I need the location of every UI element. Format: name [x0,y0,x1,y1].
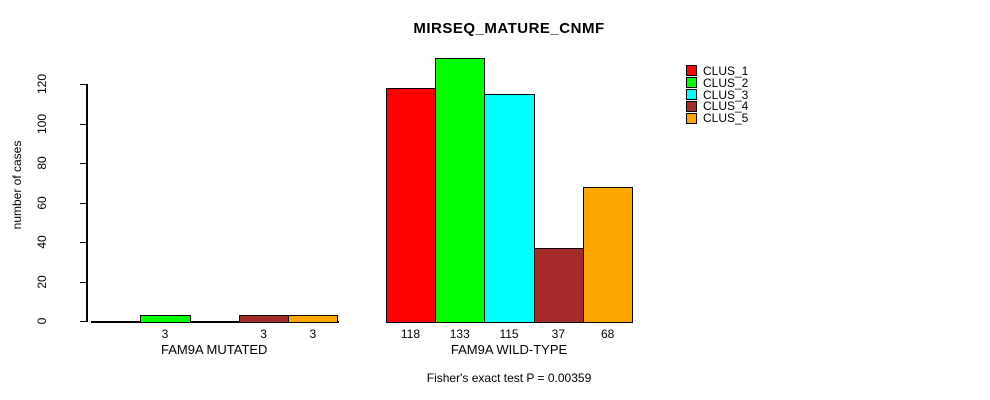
plot-title: MIRSEQ_MATURE_CNMF [413,20,605,37]
legend-item: CLUS_4 [686,100,748,112]
legend-swatch-clus_1 [686,65,697,77]
bar-value-label: 37 [551,327,566,341]
group-label: FAM9A WILD-TYPE [450,342,568,357]
bar-clus_5-group1 [288,315,339,323]
bar-clus_1-group2 [385,88,437,323]
y-tick-label: 100 [35,113,49,135]
bar-clus_3-group2 [484,94,535,323]
legend-swatch-clus_3 [686,88,697,100]
bar-clus_2-group2 [435,58,486,323]
legend-item: CLUS_5 [686,112,748,124]
bar-value-label: 133 [449,327,470,341]
bar-value-label: 3 [161,327,169,341]
group-label: FAM9A MUTATED [161,342,268,357]
legend-item: CLUS_3 [686,89,748,101]
legend-swatch-clus_5 [686,112,697,124]
legend-item: CLUS_1 [686,65,748,77]
bar-value-label: 3 [260,327,267,341]
y-tick-label: 60 [35,196,49,210]
bar-clus_5-group2 [583,187,634,323]
bar-clus_4-group1 [238,315,290,323]
y-tick [80,203,87,204]
y-tick-label: 40 [35,235,49,249]
y-tick-label: 80 [35,156,49,170]
y-tick-label: 20 [35,275,49,289]
legend-label: CLUS_5 [703,111,749,126]
legend-label: CLUS_4 [703,99,749,114]
y-tick [80,84,87,85]
legend-swatch-clus_4 [686,100,697,112]
y-axis-title: number of cases [10,140,24,230]
y-tick-label: 0 [35,317,49,325]
bar-value-label: 3 [309,327,317,341]
bar-value-label: 115 [499,327,519,341]
legend-swatch-clus_2 [686,77,697,89]
legend-label: CLUS_1 [703,63,749,78]
legend-label: CLUS_3 [703,87,749,102]
bar-value-label: 68 [600,327,615,341]
y-tick-label: 120 [35,73,49,95]
bar-clus_2-group1 [140,315,191,323]
plot-subtitle: Fisher's exact test P = 0.00359 [426,371,592,385]
y-tick [80,163,87,164]
bar-clus_4-group2 [533,248,584,323]
zero-baseline [91,321,339,323]
y-tick [80,282,87,283]
y-tick [80,124,87,125]
y-tick [80,242,87,243]
legend-item: CLUS_2 [686,77,748,89]
legend: CLUS_1 CLUS_2 CLUS_3 CLUS_4 CLUS_5 [686,65,748,124]
bar-value-label: 118 [400,327,421,341]
legend-label: CLUS_2 [703,75,749,90]
y-tick [80,321,87,322]
